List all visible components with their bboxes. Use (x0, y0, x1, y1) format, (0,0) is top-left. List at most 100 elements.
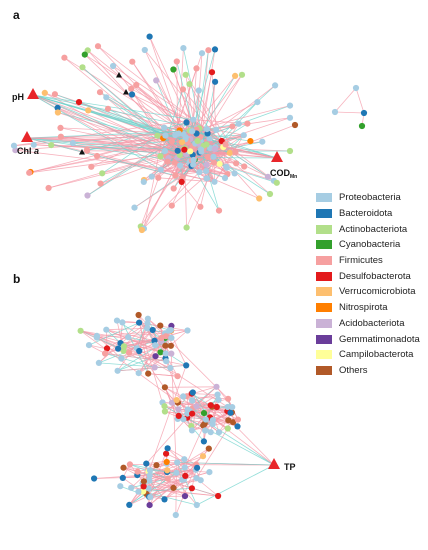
network-node (136, 347, 143, 355)
network-b-edges (80, 314, 275, 516)
network-node (10, 142, 18, 149)
network-node (83, 147, 91, 154)
network-node (186, 81, 193, 88)
network-node (129, 58, 136, 65)
network-edge (170, 353, 177, 473)
network-node (286, 102, 294, 109)
network-edge (101, 135, 158, 174)
network-node (202, 416, 209, 423)
network-node (152, 353, 159, 360)
chla-marker: Chl a (17, 131, 39, 156)
network-node (197, 146, 205, 153)
network-node (167, 364, 174, 372)
legend-label: Acidobacteriota (339, 317, 405, 329)
legend-label: Gemmatimonadota (339, 333, 420, 345)
network-node (215, 207, 223, 214)
network-node (125, 334, 132, 341)
network-node (161, 148, 168, 155)
network-node (167, 342, 174, 349)
network-node (215, 429, 223, 436)
network-node (149, 326, 156, 334)
tp-marker: TP (268, 458, 296, 472)
network-node (286, 114, 294, 121)
environmental-edge (177, 462, 275, 466)
environmental-edge (199, 136, 278, 159)
network-node (198, 50, 206, 57)
network-node (85, 107, 92, 114)
network-edge (192, 394, 218, 401)
network-node (75, 99, 83, 106)
network-edge (64, 57, 198, 142)
network-node (211, 178, 218, 185)
network-node (203, 161, 210, 168)
network-node (136, 319, 143, 326)
network-node (214, 391, 221, 398)
network-node (135, 370, 142, 377)
network-node (291, 121, 299, 129)
network-node (256, 195, 263, 202)
network-node (175, 406, 182, 413)
network-node (145, 485, 152, 492)
network-edge (148, 373, 178, 377)
network-node (189, 128, 196, 135)
network-node (213, 403, 220, 411)
network-node (180, 416, 187, 423)
network-node (95, 359, 102, 366)
legend-swatch (316, 224, 332, 234)
tp-triangle (268, 458, 280, 469)
network-node (157, 153, 164, 160)
unlabelled-triangle-marker (123, 89, 129, 95)
network-edge (138, 448, 210, 493)
network-node (190, 161, 197, 168)
network-node (163, 458, 170, 466)
network-node (164, 158, 171, 165)
network-node (183, 119, 190, 126)
network-edge (182, 89, 217, 131)
network-node (175, 412, 182, 419)
chla-triangle (21, 131, 33, 142)
network-node (182, 472, 189, 479)
network-edge (15, 149, 200, 173)
legend-swatch (316, 287, 332, 297)
network-a-nodes (10, 33, 368, 234)
network-edge (13, 119, 194, 147)
network-edge (88, 322, 140, 346)
network-node (170, 66, 177, 73)
legend-label: Nitrospirota (339, 302, 388, 314)
legend-label: Bacteroidota (339, 208, 393, 220)
network-node (148, 173, 155, 180)
panel-a-label: a (13, 8, 20, 22)
network-node (203, 168, 210, 175)
network-edge (206, 164, 235, 174)
network-node (146, 502, 153, 509)
network-node (188, 427, 196, 434)
network-node (194, 464, 201, 471)
network-node (195, 87, 202, 94)
network-node (164, 467, 171, 474)
network-node (188, 485, 195, 492)
network-edge (334, 111, 365, 114)
cod-triangle (271, 151, 283, 162)
network-node (162, 342, 169, 349)
chla-label: Chl a (17, 146, 39, 156)
network-node (202, 427, 209, 434)
legend-label: Actinobacteriota (339, 223, 408, 235)
environmental-edge (164, 405, 275, 466)
network-node (140, 483, 147, 490)
network-node (26, 169, 33, 176)
network-node (229, 123, 236, 130)
network-edge (143, 365, 187, 487)
network-edge (209, 81, 216, 139)
network-node (104, 105, 112, 112)
network-node (174, 373, 181, 380)
network-node (146, 476, 153, 483)
network-node (240, 132, 247, 139)
network-node (133, 81, 140, 89)
network-node (170, 185, 177, 192)
network-node (157, 166, 164, 173)
legend-item: Actinobacteriota (316, 221, 428, 237)
network-edge (167, 447, 197, 465)
environmental-edge (32, 94, 183, 150)
network-node (234, 416, 241, 423)
network-node (226, 149, 233, 156)
